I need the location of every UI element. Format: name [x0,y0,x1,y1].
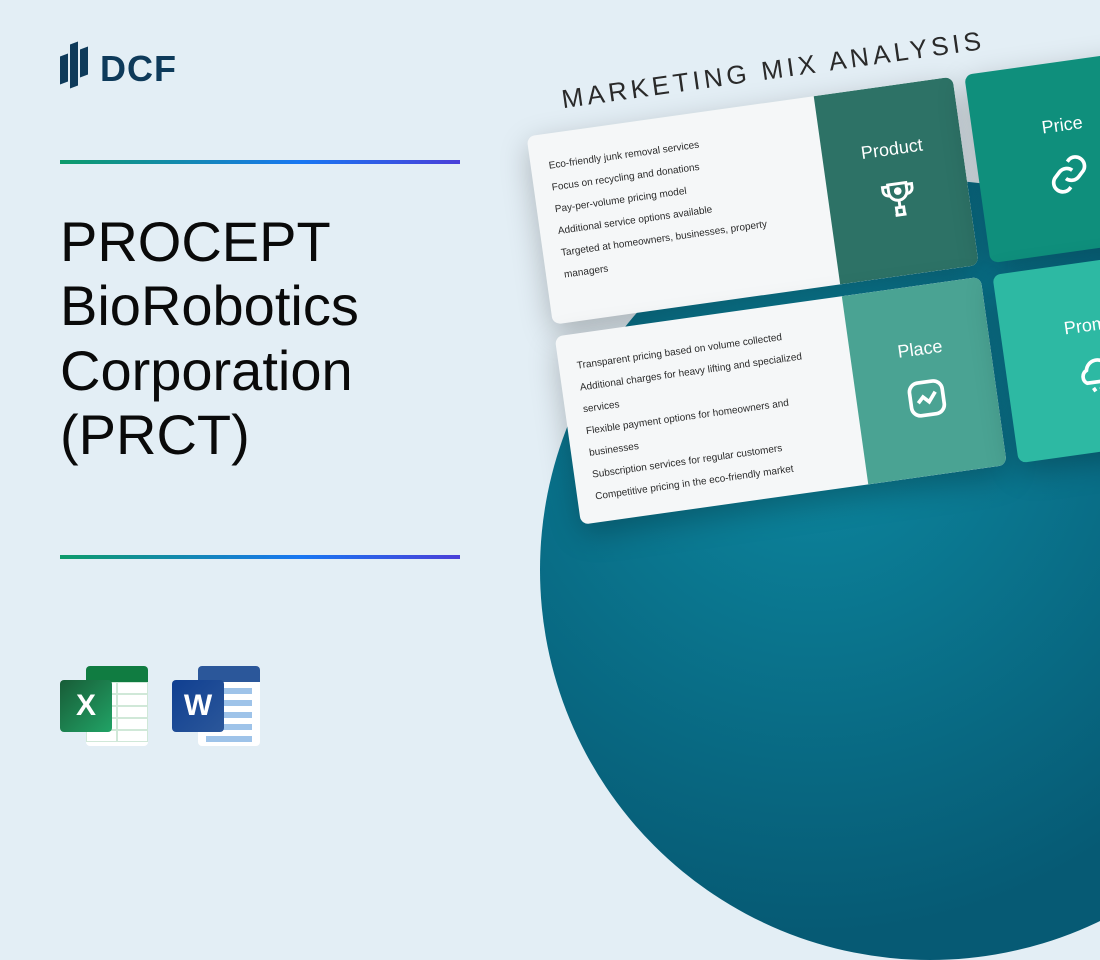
logo-text: DCF [100,48,177,90]
card-product-body: Eco-friendly junk removal services Focus… [527,96,841,325]
card-promotion: Promo [992,250,1100,463]
place-label: Place [896,335,944,362]
page-title: PROCEPT BioRobotics Corporation (PRCT) [60,210,510,468]
divider-top [60,160,460,164]
link-icon [1041,146,1097,202]
word-letter: W [172,680,224,732]
card-price: Price [964,50,1100,263]
cloud-icon [1069,346,1100,402]
logo-icon [60,51,88,87]
excel-letter: X [60,680,112,732]
word-icon: W [172,662,260,750]
app-icons-row: X W [60,662,260,750]
excel-icon: X [60,662,148,750]
chart-icon [899,370,955,426]
trophy-icon [870,170,926,226]
promotion-label: Promo [1063,311,1100,339]
logo: DCF [60,48,177,90]
marketing-mix-diagram: MARKETING MIX ANALYSIS Eco-friendly junk… [520,1,1100,525]
product-label: Product [860,134,924,163]
divider-bottom [60,555,460,559]
price-label: Price [1040,112,1084,139]
card-place-body: Transparent pricing based on volume coll… [555,296,869,525]
